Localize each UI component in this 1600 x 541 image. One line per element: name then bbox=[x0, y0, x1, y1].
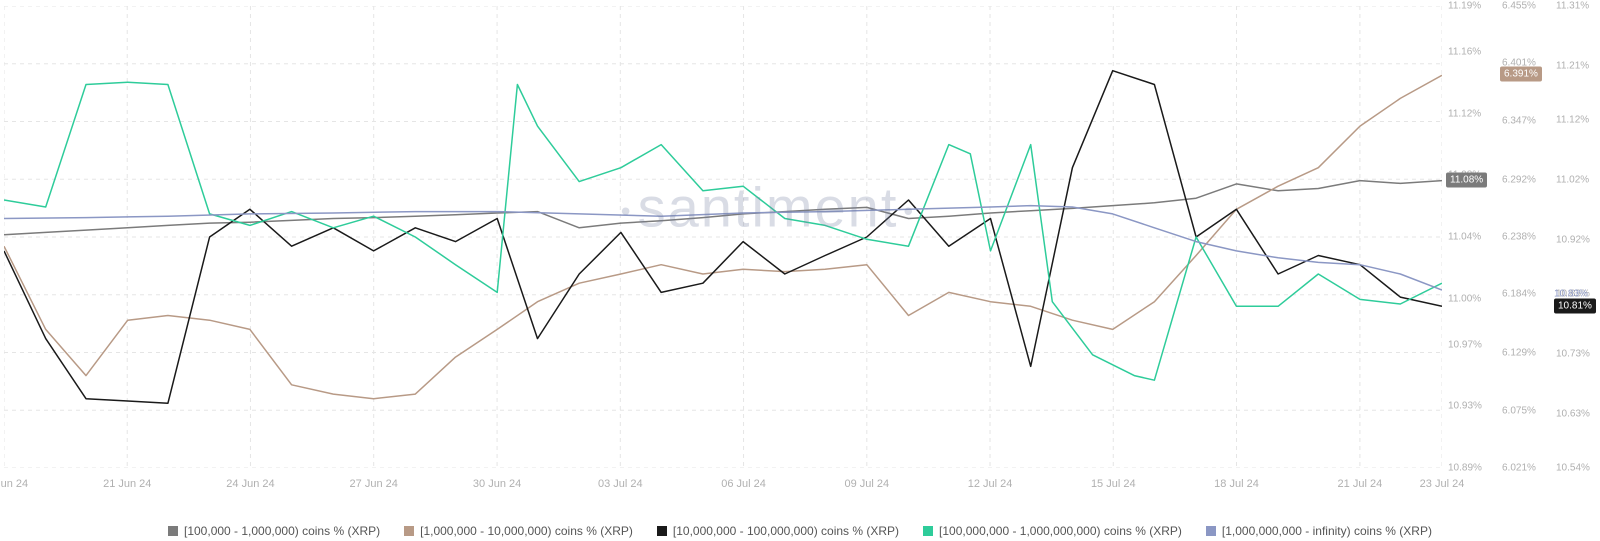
y-axis-tick-label: 6.129% bbox=[1502, 348, 1536, 359]
legend-swatch bbox=[168, 526, 178, 536]
x-axis-tick-label: 30 Jun 24 bbox=[473, 478, 521, 490]
legend-swatch bbox=[1206, 526, 1216, 536]
x-axis-tick-label: 21 Jul 24 bbox=[1338, 478, 1383, 490]
y-axis-tick-label: 11.21% bbox=[1556, 61, 1589, 72]
x-axis-tick-label: 06 Jul 24 bbox=[721, 478, 766, 490]
legend-swatch bbox=[923, 526, 933, 536]
y-axis-tick-label: 11.04% bbox=[1448, 232, 1481, 243]
y-axis-tick-label: 10.63% bbox=[1556, 409, 1590, 420]
legend-item-s2[interactable]: [1,000,000 - 10,000,000) coins % (XRP) bbox=[404, 524, 633, 538]
series-line-s2 bbox=[4, 75, 1442, 398]
y-axis-tick-label: 6.347% bbox=[1502, 115, 1536, 126]
end-value-badge-s3: 10.81% bbox=[1554, 299, 1596, 314]
series-line-s4 bbox=[4, 82, 1442, 380]
legend-label: [1,000,000,000 - infinity) coins % (XRP) bbox=[1222, 524, 1432, 538]
end-value-badge-s2: 6.391% bbox=[1500, 67, 1542, 82]
legend-label: [10,000,000 - 100,000,000) coins % (XRP) bbox=[673, 524, 899, 538]
y-axis-tick-label: 10.93% bbox=[1448, 401, 1482, 412]
end-value-badge-s5: 10.83% bbox=[1554, 289, 1588, 300]
x-axis-tick-label: 09 Jul 24 bbox=[844, 478, 889, 490]
series-line-s5 bbox=[4, 206, 1442, 291]
end-value-badge-s1: 11.08% bbox=[1446, 173, 1487, 188]
legend-swatch bbox=[657, 526, 667, 536]
y-axis-tick-label: 10.54% bbox=[1556, 463, 1590, 474]
y-axis-tick-label: 6.292% bbox=[1502, 174, 1536, 185]
y-axis-y1: 11.19%11.16%11.12%11.08%11.04%11.00%10.9… bbox=[1444, 6, 1492, 468]
y-axis-tick-label: 11.02% bbox=[1556, 175, 1589, 186]
y-axis-tick-label: 10.73% bbox=[1556, 349, 1590, 360]
x-axis-tick-label: 24 Jun 24 bbox=[226, 478, 274, 490]
y-axis-tick-label: 6.238% bbox=[1502, 232, 1536, 243]
series-line-s3 bbox=[4, 71, 1442, 404]
y-axis-tick-label: 6.021% bbox=[1502, 463, 1536, 474]
legend: [100,000 - 1,000,000) coins % (XRP) [1,00… bbox=[0, 524, 1600, 538]
y-axis-tick-label: 10.97% bbox=[1448, 339, 1482, 350]
legend-label: [1,000,000 - 10,000,000) coins % (XRP) bbox=[420, 524, 633, 538]
x-axis-tick-label: 03 Jul 24 bbox=[598, 478, 643, 490]
legend-item-s1[interactable]: [100,000 - 1,000,000) coins % (XRP) bbox=[168, 524, 380, 538]
y-axis-tick-label: 6.184% bbox=[1502, 289, 1536, 300]
legend-swatch bbox=[404, 526, 414, 536]
x-axis-tick-label: 27 Jun 24 bbox=[350, 478, 398, 490]
legend-item-s3[interactable]: [10,000,000 - 100,000,000) coins % (XRP) bbox=[657, 524, 899, 538]
plot-area: •santiment• bbox=[4, 6, 1442, 468]
y-axis-tick-label: 6.075% bbox=[1502, 405, 1536, 416]
y-axis-tick-label: 11.16% bbox=[1448, 47, 1481, 58]
x-axis-tick-label: 18 Jul 24 bbox=[1214, 478, 1259, 490]
y-axis-tick-label: 11.31% bbox=[1556, 1, 1589, 12]
legend-item-s5[interactable]: [1,000,000,000 - infinity) coins % (XRP) bbox=[1206, 524, 1432, 538]
y-axis-tick-label: 10.89% bbox=[1448, 463, 1482, 474]
y-axis-tick-label: 11.12% bbox=[1556, 115, 1589, 126]
y-axis-tick-label: 11.12% bbox=[1448, 108, 1481, 119]
legend-item-s4[interactable]: [100,000,000 - 1,000,000,000) coins % (X… bbox=[923, 524, 1182, 538]
x-axis-tick-label: 21 Jun 24 bbox=[103, 478, 151, 490]
x-axis-tick-label: 23 Jul 24 bbox=[1420, 478, 1465, 490]
legend-label: [100,000 - 1,000,000) coins % (XRP) bbox=[184, 524, 380, 538]
y-axis-y3: 11.31%11.21%11.12%11.02%10.92%10.83%10.7… bbox=[1552, 6, 1600, 468]
x-axis-tick-label: 18 Jun 24 bbox=[0, 478, 28, 490]
x-axis-tick-label: 15 Jul 24 bbox=[1091, 478, 1136, 490]
y-axis-tick-label: 6.455% bbox=[1502, 1, 1536, 12]
y-axis-tick-label: 11.19% bbox=[1448, 1, 1481, 12]
plot-svg bbox=[4, 6, 1442, 468]
chart-container: •santiment• 18 Jun 24 21 Jun 24 24 Jun 24 2… bbox=[0, 0, 1600, 541]
y-axis-tick-label: 11.00% bbox=[1448, 293, 1481, 304]
y-axis-tick-label: 10.92% bbox=[1556, 235, 1590, 246]
legend-label: [100,000,000 - 1,000,000,000) coins % (X… bbox=[939, 524, 1182, 538]
x-axis-tick-label: 12 Jul 24 bbox=[968, 478, 1013, 490]
